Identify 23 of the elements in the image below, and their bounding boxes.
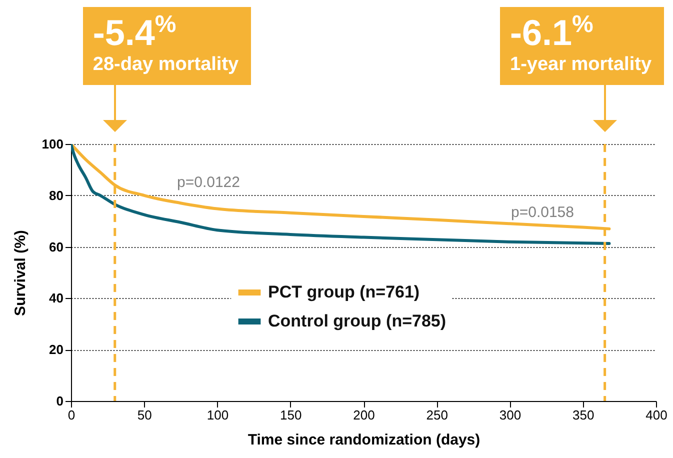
x-tick-label: 100 xyxy=(206,408,229,422)
x-axis-title: Time since randomization (days) xyxy=(248,432,480,448)
y-axis-title: Survival (%) xyxy=(12,230,29,316)
x-tick-label: 400 xyxy=(646,408,668,422)
y-tick-label: 60 xyxy=(49,239,64,254)
x-tick-label: 0 xyxy=(68,408,76,422)
annotation: p=0.0158 xyxy=(511,204,574,221)
x-tick-label: 200 xyxy=(353,408,375,422)
ref-line-label: -6.1$^{%}$ 1-year mortality xyxy=(510,11,652,77)
legend-label: PCT group (n=761) xyxy=(268,282,420,302)
x-tick-label: 250 xyxy=(426,408,448,422)
y-tick-label: 80 xyxy=(49,188,64,203)
y-tick-label: 100 xyxy=(42,136,64,152)
legend-label: Control group (n=785) xyxy=(268,312,446,330)
ref-line-label: -5.4$^{%}$ 28-day mortality xyxy=(92,11,239,77)
y-tick-label: 20 xyxy=(49,342,64,358)
y-tick-label: 40 xyxy=(49,290,64,306)
annotation: p=0.0122 xyxy=(177,174,240,191)
x-tick-label: 300 xyxy=(499,408,522,422)
x-tick-label: 50 xyxy=(137,408,152,422)
x-tick-label: 350 xyxy=(572,408,594,422)
x-tick-label: 150 xyxy=(280,408,302,422)
y-tick-label: 0 xyxy=(56,394,64,408)
